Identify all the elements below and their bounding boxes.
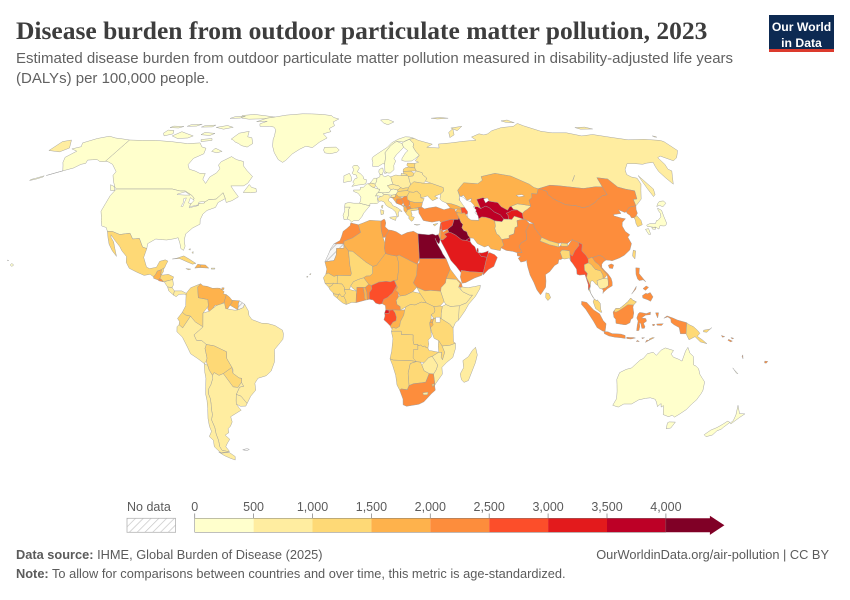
svg-text:3,500: 3,500 <box>591 500 622 514</box>
svg-text:500: 500 <box>243 500 264 514</box>
svg-text:1,000: 1,000 <box>297 500 328 514</box>
svg-text:2,000: 2,000 <box>415 500 446 514</box>
svg-text:4,000: 4,000 <box>650 500 681 514</box>
svg-text:1,500: 1,500 <box>356 500 387 514</box>
svg-text:0: 0 <box>191 500 198 514</box>
svg-text:No data: No data <box>127 500 171 514</box>
svg-text:3,000: 3,000 <box>532 500 563 514</box>
svg-text:2,500: 2,500 <box>474 500 505 514</box>
